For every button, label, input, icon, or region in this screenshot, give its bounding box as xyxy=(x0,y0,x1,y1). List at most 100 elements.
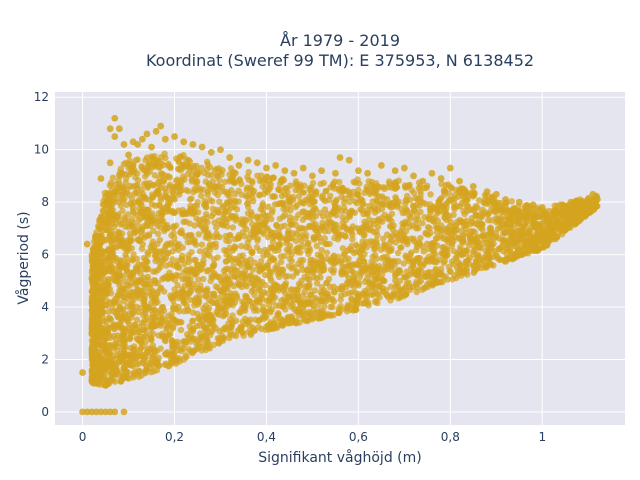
data-point xyxy=(411,206,419,214)
data-point xyxy=(316,227,324,234)
data-point xyxy=(115,236,122,243)
data-point xyxy=(115,125,123,133)
data-point xyxy=(91,246,99,253)
data-point xyxy=(142,368,149,375)
data-point xyxy=(115,231,123,238)
data-point xyxy=(101,281,109,289)
data-point xyxy=(105,247,112,254)
data-point xyxy=(502,229,509,236)
data-point xyxy=(106,125,114,133)
data-point xyxy=(213,206,221,214)
data-point xyxy=(295,193,303,200)
data-point xyxy=(517,212,524,220)
data-point xyxy=(345,255,352,262)
data-point xyxy=(102,193,109,201)
data-point xyxy=(283,205,290,213)
data-point xyxy=(135,261,142,268)
data-point xyxy=(386,223,394,230)
data-point xyxy=(244,210,252,217)
data-point xyxy=(147,360,154,367)
data-point xyxy=(286,317,294,325)
data-point xyxy=(414,216,422,223)
data-point xyxy=(344,278,352,285)
data-point xyxy=(281,167,289,175)
data-point xyxy=(350,249,358,257)
data-point xyxy=(92,358,99,366)
data-point xyxy=(99,350,106,357)
data-point xyxy=(470,205,477,213)
data-point xyxy=(508,198,516,205)
data-point xyxy=(200,305,207,312)
data-point xyxy=(334,235,342,243)
data-point xyxy=(226,255,233,262)
data-point xyxy=(270,174,277,181)
data-point xyxy=(288,265,295,272)
data-point xyxy=(399,224,406,231)
data-point xyxy=(408,186,415,194)
data-point xyxy=(89,309,96,316)
data-point xyxy=(336,178,343,186)
data-point xyxy=(196,322,203,329)
data-point xyxy=(421,184,428,192)
data-point xyxy=(169,343,176,350)
data-point xyxy=(117,318,125,325)
data-point xyxy=(305,250,312,258)
data-point xyxy=(163,324,170,332)
data-point xyxy=(369,238,377,246)
data-point xyxy=(125,160,133,168)
data-point xyxy=(481,196,489,203)
data-point xyxy=(213,299,221,307)
data-point xyxy=(402,254,410,261)
data-point xyxy=(155,354,162,362)
data-point xyxy=(130,251,137,258)
data-point xyxy=(215,217,222,224)
data-point xyxy=(424,281,431,288)
data-point xyxy=(143,130,151,138)
data-point xyxy=(353,260,361,268)
data-point xyxy=(113,347,121,354)
data-point xyxy=(184,238,191,246)
data-point xyxy=(419,262,427,269)
data-point xyxy=(310,267,318,275)
data-point xyxy=(189,317,196,325)
data-point xyxy=(197,192,205,199)
data-point xyxy=(149,313,157,320)
data-point xyxy=(269,238,277,246)
data-point xyxy=(409,259,417,267)
data-point xyxy=(174,257,182,265)
data-point xyxy=(437,271,444,278)
data-point xyxy=(440,244,447,251)
data-point xyxy=(131,230,138,237)
data-point xyxy=(352,179,359,186)
data-point xyxy=(376,184,383,191)
data-point xyxy=(197,330,204,337)
data-point xyxy=(142,338,149,346)
data-point xyxy=(335,305,342,312)
data-point xyxy=(339,219,346,227)
data-point xyxy=(178,163,185,170)
data-point xyxy=(122,251,129,259)
data-point xyxy=(515,198,523,206)
data-point xyxy=(135,217,142,224)
data-point xyxy=(132,157,140,164)
data-point xyxy=(157,322,164,329)
data-point xyxy=(499,205,507,212)
data-point xyxy=(458,218,466,225)
data-point xyxy=(256,296,263,303)
data-point xyxy=(293,318,300,325)
data-point xyxy=(106,332,114,340)
data-point xyxy=(181,299,188,307)
data-point xyxy=(373,197,380,204)
data-point xyxy=(312,294,319,302)
data-point xyxy=(522,235,529,242)
data-point xyxy=(492,190,500,198)
data-point xyxy=(157,345,164,352)
data-point xyxy=(398,244,405,251)
data-point xyxy=(130,209,137,217)
data-point xyxy=(92,374,100,382)
data-point xyxy=(313,188,320,195)
data-point xyxy=(260,307,267,314)
data-point xyxy=(137,233,145,241)
data-point xyxy=(430,218,437,225)
data-point xyxy=(267,244,274,251)
